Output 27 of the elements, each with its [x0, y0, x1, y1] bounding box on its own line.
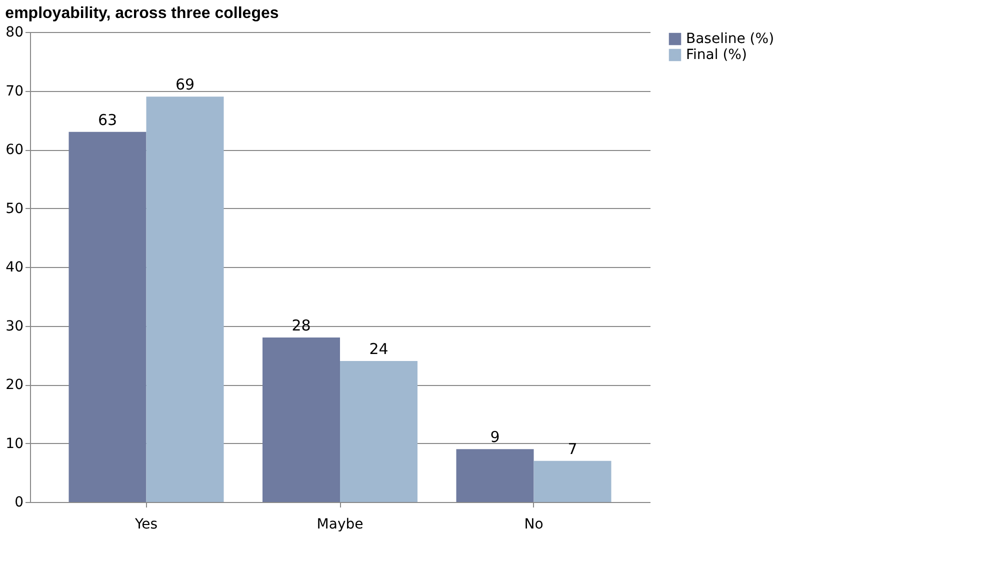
- x-tick-label: Yes: [134, 516, 158, 532]
- chart-title: employability, across three colleges: [5, 5, 279, 22]
- y-tick-label: 0: [14, 494, 24, 510]
- legend-label: Final (%): [686, 47, 747, 63]
- data-label: 7: [568, 440, 578, 458]
- y-tick-label: 80: [6, 24, 24, 40]
- data-label: 24: [369, 340, 388, 358]
- bar: [456, 449, 534, 502]
- data-label: 9: [490, 428, 500, 446]
- y-tick-label: 70: [6, 83, 24, 100]
- bar: [68, 132, 146, 502]
- legend-label: Baseline (%): [686, 31, 774, 47]
- y-tick-label: 50: [6, 200, 24, 217]
- x-tick-label: Maybe: [316, 516, 364, 532]
- data-label: 28: [292, 316, 311, 334]
- bar: [340, 361, 418, 502]
- bar: [534, 460, 612, 502]
- y-tick-label: 60: [6, 142, 24, 158]
- y-tick-label: 30: [6, 318, 24, 334]
- y-tick-label: 20: [6, 377, 24, 393]
- y-tick-label: 40: [6, 260, 24, 276]
- data-label: 63: [98, 110, 118, 129]
- bar: [262, 338, 340, 502]
- bar: [146, 96, 224, 502]
- y-tick-label: 10: [6, 436, 24, 452]
- data-label: 69: [175, 76, 195, 94]
- x-tick-label: No: [524, 516, 544, 532]
